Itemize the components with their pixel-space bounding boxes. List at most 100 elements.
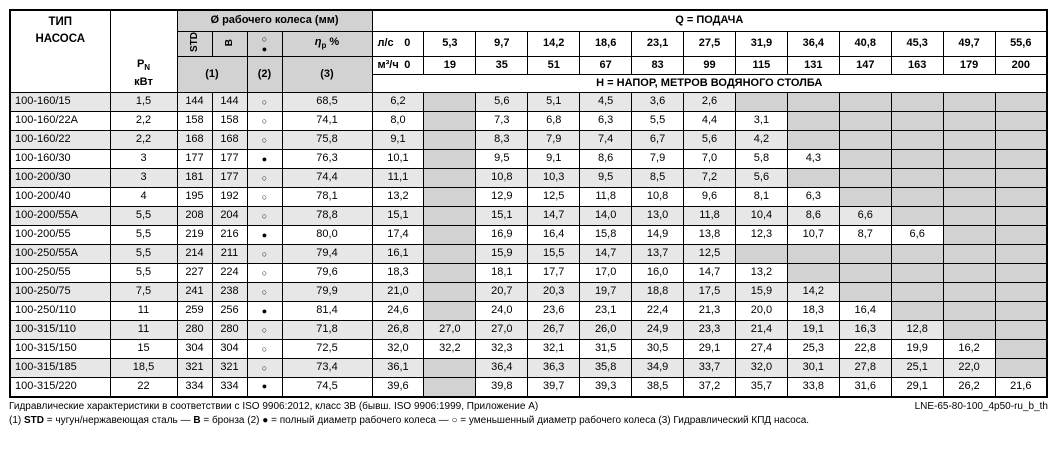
- empty-cell: [890, 130, 944, 151]
- empty-cell: [942, 111, 996, 132]
- head-value-cell: 10,4: [734, 206, 788, 227]
- empty-cell: [994, 320, 1048, 341]
- impeller-std-cell: 219: [176, 225, 213, 246]
- empty-cell: [423, 282, 477, 303]
- head-value-cell: 15,1: [475, 206, 529, 227]
- empty-cell: [786, 130, 840, 151]
- power-cell: 11: [109, 301, 178, 322]
- empty-cell: [994, 111, 1048, 132]
- head-value-cell: 9,6: [683, 187, 736, 208]
- diameter-symbol-cell: ○: [246, 320, 283, 341]
- empty-cell: [890, 301, 944, 322]
- impeller-b-cell: 177: [211, 168, 248, 189]
- head-value-cell: 16,9: [475, 225, 529, 246]
- impeller-b-cell: 256: [211, 301, 248, 322]
- flow-ls-value: 36,4: [786, 30, 840, 58]
- flow-m3h-value: 163: [890, 56, 944, 76]
- head-value-cell: 17,4: [371, 225, 425, 246]
- diameter-symbol-cell: ○: [246, 244, 283, 265]
- empty-cell: [942, 206, 996, 227]
- head-value-cell: 35,7: [734, 377, 788, 398]
- head-value-cell: 26,2: [942, 377, 996, 398]
- flow-ls-value: 27,5: [683, 30, 736, 58]
- empty-cell: [994, 301, 1048, 322]
- head-value-cell: 12,3: [734, 225, 788, 246]
- empty-cell: [734, 244, 788, 265]
- empty-cell: [838, 282, 892, 303]
- head-value-cell: 31,6: [838, 377, 892, 398]
- empty-cell: [994, 130, 1048, 151]
- impeller-b-cell: 216: [211, 225, 248, 246]
- diameter-symbol-cell: ○: [246, 187, 283, 208]
- flow-ls-value: 23,1: [631, 30, 685, 58]
- pump-type-cell: 100-200/55A: [9, 206, 111, 227]
- head-value-cell: 29,1: [890, 377, 944, 398]
- head-value-cell: 23,1: [579, 301, 633, 322]
- empty-cell: [942, 320, 996, 341]
- head-header: Н = НАПОР, МЕТРОВ ВОДЯНОГО СТОЛБА: [371, 74, 1048, 94]
- empty-cell: [423, 92, 477, 113]
- head-value-cell: 8,0: [371, 111, 425, 132]
- empty-cell: [838, 187, 892, 208]
- empty-cell: [838, 92, 892, 113]
- head-value-cell: 13,2: [734, 263, 788, 284]
- head-value-cell: 20,3: [527, 282, 581, 303]
- empty-cell: [423, 377, 477, 398]
- head-value-cell: 5,5: [631, 111, 685, 132]
- head-value-cell: 8,1: [734, 187, 788, 208]
- empty-cell: [838, 149, 892, 170]
- empty-cell: [994, 263, 1048, 284]
- full-diameter-icon: ●: [261, 43, 268, 54]
- impeller-b-cell: 177: [211, 149, 248, 170]
- document-code: LNE-65-80-100_4p50-ru_b_th: [914, 400, 1048, 412]
- head-value-cell: 33,8: [786, 377, 840, 398]
- head-value-cell: 17,0: [579, 263, 633, 284]
- efficiency-cell: 74,1: [281, 111, 373, 132]
- empty-cell: [838, 111, 892, 132]
- empty-cell: [423, 168, 477, 189]
- impeller-b-cell: 211: [211, 244, 248, 265]
- table-row: 100-250/110 11 259 256 ● 81,4 24,6 24,0 23,6 23,1…: [9, 301, 1048, 322]
- head-value-cell: 10,8: [475, 168, 529, 189]
- head-value-cell: 32,2: [423, 339, 477, 360]
- diameter-symbol-cell: ○: [246, 263, 283, 284]
- head-value-cell: 3,6: [631, 92, 685, 113]
- diameter-symbol-cell: ○: [246, 130, 283, 151]
- head-value-cell: 34,9: [631, 358, 685, 379]
- datasheet-page: ТИП НАСОСА PN кВт Ø рабочего колеса (мм)…: [9, 9, 1048, 426]
- flow-m3h-value: 67: [579, 56, 633, 76]
- impeller-bronze-label: B: [223, 38, 235, 46]
- head-value-cell: 36,3: [527, 358, 581, 379]
- impeller-std-cell: 321: [176, 358, 213, 379]
- flow-ls-zero: 0: [404, 37, 411, 49]
- pump-type-cell: 100-250/55: [9, 263, 111, 284]
- head-value-cell: 6,2: [371, 92, 425, 113]
- empty-cell: [786, 111, 840, 132]
- head-value-cell: 27,0: [475, 320, 529, 341]
- empty-cell: [786, 244, 840, 265]
- empty-cell: [994, 358, 1048, 379]
- empty-cell: [994, 282, 1048, 303]
- power-cell: 5,5: [109, 263, 178, 284]
- impeller-std-cell: 168: [176, 130, 213, 151]
- empty-cell: [942, 187, 996, 208]
- empty-cell: [423, 111, 477, 132]
- efficiency-cell: 75,8: [281, 130, 373, 151]
- flow-m3h-value: 19: [423, 56, 477, 76]
- flow-m3h-label: м³/ч: [377, 58, 399, 71]
- head-value-cell: 39,7: [527, 377, 581, 398]
- empty-cell: [423, 225, 477, 246]
- head-value-cell: 39,3: [579, 377, 633, 398]
- flow-m3h-row: (1) (2) (3) м³/ч 0 19 35 51 67 83 99 115 131 147…: [10, 56, 1048, 94]
- flow-ls-value: 55,6: [994, 30, 1048, 58]
- empty-cell: [942, 244, 996, 265]
- footnote-text: = чугун/нержавеющая сталь —: [44, 414, 194, 426]
- power-header: PN кВт: [109, 9, 178, 94]
- head-value-cell: 23,6: [527, 301, 581, 322]
- empty-cell: [942, 225, 996, 246]
- pump-type-header-line2: НАСОСА: [35, 33, 86, 45]
- efficiency-cell: 79,9: [281, 282, 373, 303]
- empty-cell: [890, 149, 944, 170]
- head-value-cell: 5,8: [734, 149, 788, 170]
- pump-type-cell: 100-160/22: [9, 130, 111, 151]
